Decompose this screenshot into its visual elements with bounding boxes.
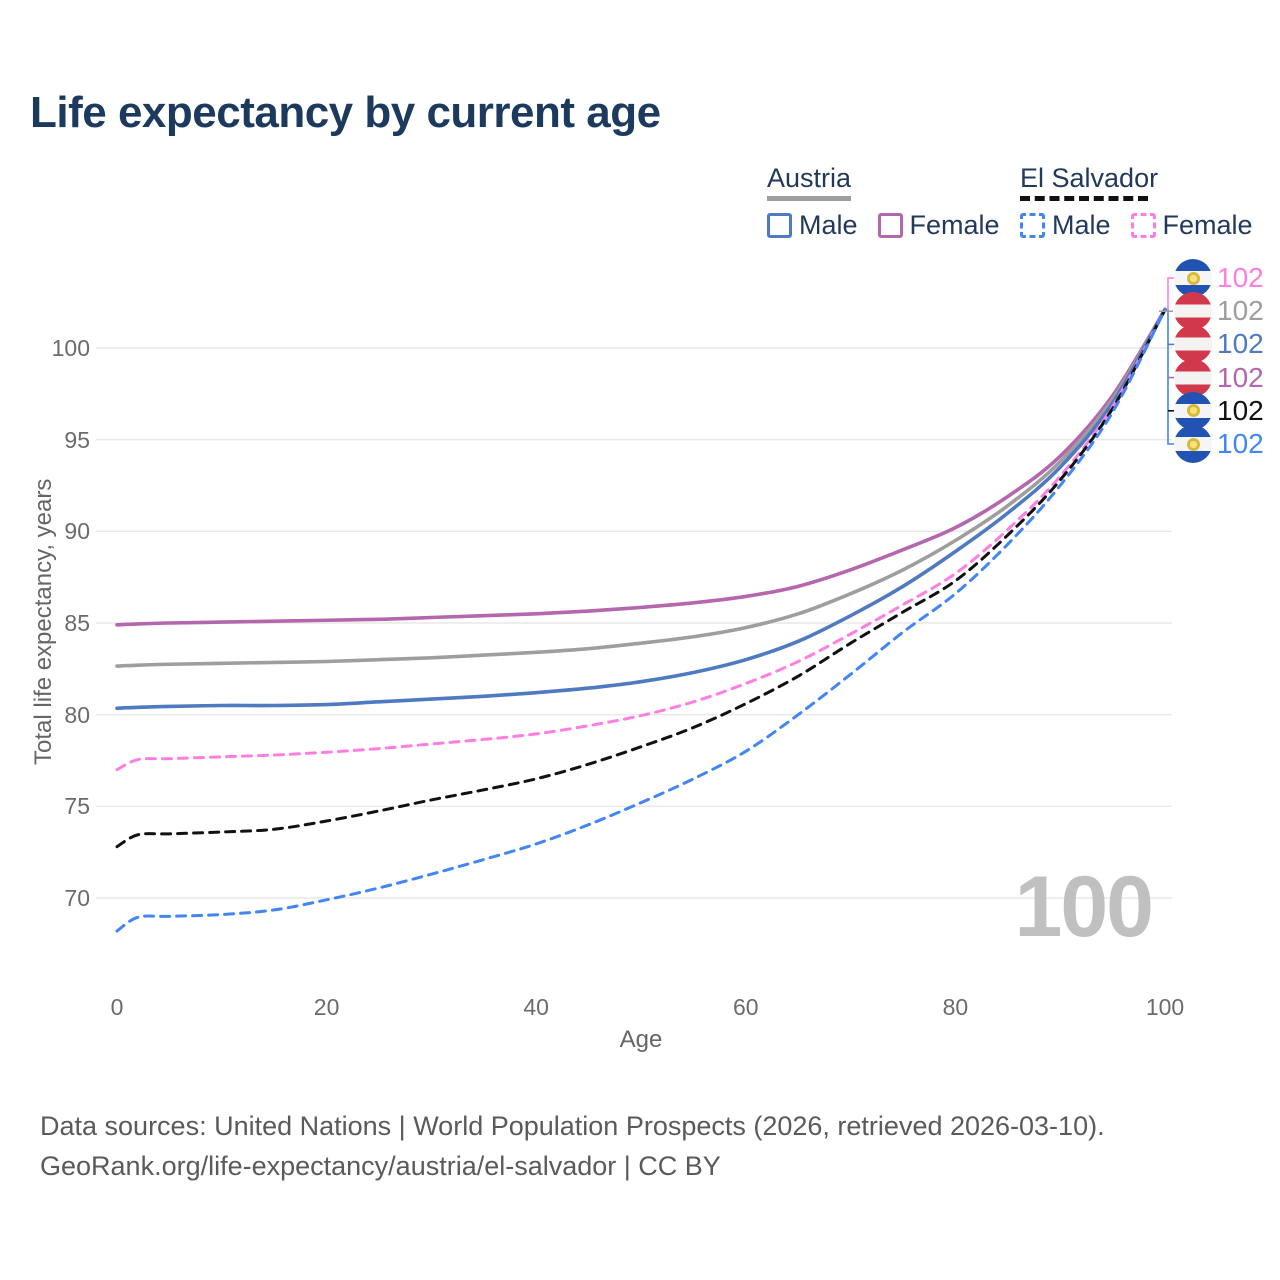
series-line-austria-female: [115, 307, 1167, 627]
end-value-label: 102: [1217, 394, 1264, 426]
end-value-label: 102: [1217, 328, 1264, 360]
x-tick-label: 40: [523, 994, 549, 1020]
end-value-label: 102: [1217, 361, 1264, 393]
legend-checkbox-icon[interactable]: [767, 213, 792, 238]
austria-solid-line-sample: [767, 196, 851, 201]
legend-checkbox-icon[interactable]: [1130, 213, 1156, 238]
legend-group-el-salvador: El Salvador Male Female: [1020, 163, 1253, 241]
series-line-elsalvador-female: [115, 308, 1167, 772]
austria-flag-icon: [1174, 325, 1212, 364]
legend-item-label: Female: [1162, 210, 1253, 240]
el-salvador-flag-icon: [1174, 425, 1212, 463]
legend-checkbox-icon[interactable]: [1020, 213, 1045, 238]
y-tick-label: 80: [64, 701, 90, 728]
end-value-label: 102: [1217, 428, 1264, 459]
series-line-elsalvador-male: [115, 308, 1167, 933]
legend-item-label: Female: [909, 210, 1000, 240]
end-annotation-row: 102: [1174, 391, 1264, 430]
legend-items-austria: Male Female: [767, 210, 1000, 241]
footer-attribution-line: GeoRank.org/life-expectancy/austria/el-s…: [40, 1151, 721, 1181]
legend-item-label: Male: [1052, 210, 1111, 240]
y-tick-label: 100: [51, 335, 90, 361]
age-watermark: 100: [1014, 859, 1154, 955]
austria-flag-icon: [1174, 292, 1212, 331]
end-value-label: 102: [1217, 262, 1264, 293]
page-title: Life expectancy by current age: [30, 88, 661, 137]
y-tick-label: 70: [64, 885, 90, 911]
leader-line-top: [1167, 277, 1175, 310]
y-tick-label: 95: [64, 426, 90, 453]
el-salvador-emblem-icon: [1186, 437, 1200, 451]
end-annotation-row: 102: [1174, 425, 1264, 463]
legend-checkbox-icon[interactable]: [877, 213, 903, 238]
x-tick-label: 0: [110, 994, 124, 1020]
legend-toggle-el-salvador-female[interactable]: Female: [1130, 210, 1253, 241]
legend-toggle-austria-male[interactable]: Male: [767, 210, 858, 241]
legend-group-austria: Austria Male Female: [767, 163, 1000, 241]
end-annotation-row: 102: [1174, 358, 1264, 397]
x-tick-label: 100: [1145, 994, 1185, 1020]
footer: Data sources: United Nations | World Pop…: [40, 1106, 1105, 1186]
y-tick-label: 85: [64, 610, 90, 636]
x-tick-label: 60: [733, 994, 759, 1020]
y-tick-label: 75: [64, 793, 90, 820]
leader-line-bottom: [1167, 309, 1175, 445]
legend-items-el-salvador: Male Female: [1020, 210, 1253, 241]
austria-flag-icon: [1174, 358, 1212, 397]
legend-country-austria: Austria: [767, 163, 852, 193]
end-annotation-row: 102: [1174, 325, 1264, 364]
el-salvador-flag-icon: [1174, 259, 1212, 297]
legend-country-el-salvador: El Salvador: [1020, 163, 1159, 193]
legend-toggle-el-salvador-male[interactable]: Male: [1020, 210, 1111, 241]
series-line-austria-male: [115, 307, 1167, 711]
end-value-label: 102: [1217, 295, 1264, 327]
el-salvador-emblem-icon: [1186, 404, 1200, 418]
legend-toggle-austria-female[interactable]: Female: [877, 210, 1000, 241]
series-line-elsalvador-both: [115, 308, 1167, 849]
el-salvador-dashed-line-sample: [1020, 196, 1148, 201]
x-tick-label: 80: [942, 994, 969, 1020]
x-tick-label: 20: [313, 994, 340, 1020]
end-annotation-row: 102: [1174, 292, 1264, 331]
el-salvador-emblem-icon: [1186, 271, 1200, 285]
legend-item-label: Male: [799, 210, 858, 240]
end-annotation-row: 102: [1174, 259, 1264, 297]
series-line-austria-both: [115, 307, 1167, 668]
footer-sources-line: Data sources: United Nations | World Pop…: [40, 1111, 1105, 1141]
el-salvador-flag-icon: [1174, 391, 1212, 430]
y-tick-label: 90: [64, 518, 90, 545]
x-axis-title: Age: [619, 1026, 663, 1053]
